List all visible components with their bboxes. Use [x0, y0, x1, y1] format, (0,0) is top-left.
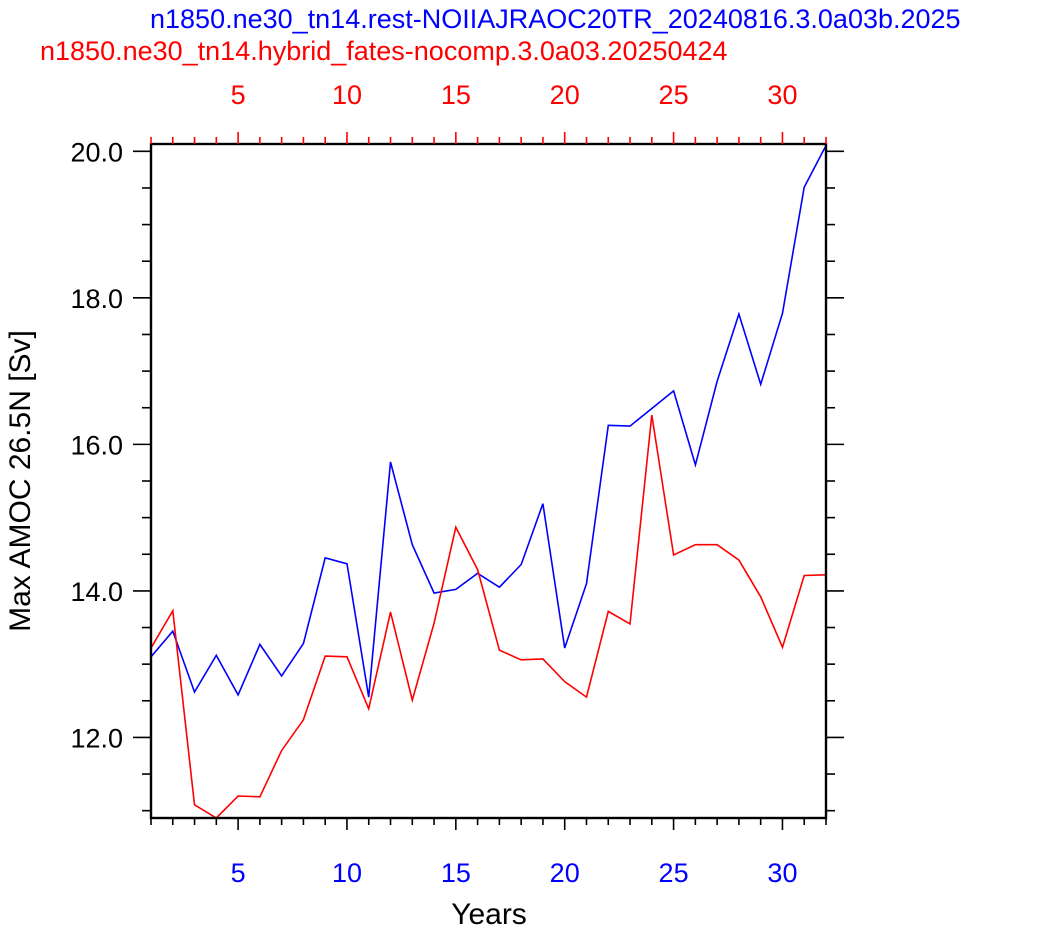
y-axis-label: Max AMOC 26.5N [Sv] [4, 330, 37, 632]
top-x-tick-label: 15 [441, 80, 471, 110]
y-tick-label: 12.0 [70, 723, 123, 753]
chart-title-blue: n1850.ne30_tn14.rest-NOIIAJRAOC20TR_2024… [150, 4, 961, 34]
top-x-tick-label: 10 [332, 80, 362, 110]
series-line-0 [150, 145, 827, 698]
x-tick-label: 20 [550, 858, 580, 888]
top-x-tick-label: 30 [767, 80, 797, 110]
top-x-tick-label: 20 [550, 80, 580, 110]
top-x-tick-label: 25 [659, 80, 689, 110]
y-tick-label: 20.0 [70, 137, 123, 167]
x-axis-label: Years [451, 898, 527, 931]
series-line-1 [150, 414, 827, 820]
x-tick-label: 10 [332, 858, 362, 888]
x-tick-label: 25 [659, 858, 689, 888]
x-tick-label: 5 [231, 858, 246, 888]
chart-title-red: n1850.ne30_tn14.hybrid_fates-nocomp.3.0a… [40, 36, 728, 66]
top-x-tick-label: 5 [231, 80, 246, 110]
y-tick-label: 14.0 [70, 577, 123, 607]
y-tick-label: 16.0 [70, 430, 123, 460]
plot-frame [149, 142, 828, 820]
x-tick-label: 30 [767, 858, 797, 888]
x-tick-label: 15 [441, 858, 471, 888]
y-tick-label: 18.0 [70, 284, 123, 314]
